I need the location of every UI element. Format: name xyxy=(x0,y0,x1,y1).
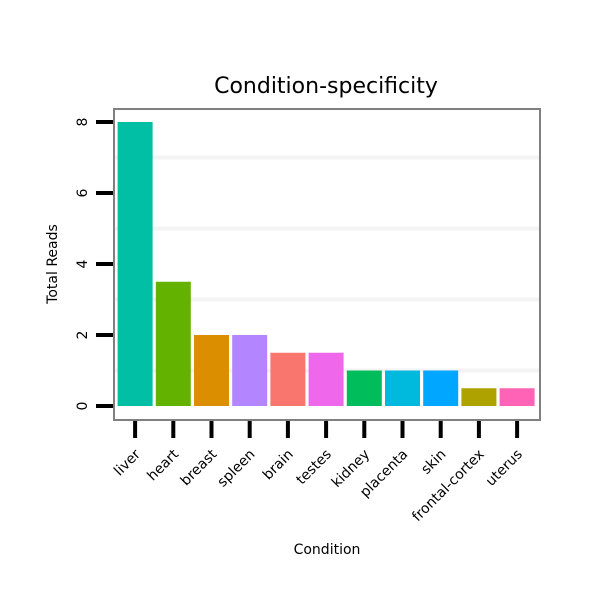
y-tick-label: 2 xyxy=(75,331,91,340)
x-tick-label: spleen xyxy=(215,447,259,491)
x-tick-label: brain xyxy=(260,447,297,484)
chart-title: Condition-specificity xyxy=(214,74,438,99)
bar xyxy=(194,335,229,406)
y-axis: 0 2 4 6 8 xyxy=(75,118,113,411)
bar xyxy=(499,388,535,406)
bars xyxy=(117,122,535,406)
x-tick-label: breast xyxy=(178,446,221,489)
y-tick-label: 6 xyxy=(75,188,91,197)
bar xyxy=(155,281,191,406)
x-tick-label: heart xyxy=(144,446,182,484)
bar xyxy=(461,388,497,406)
bar xyxy=(270,352,306,406)
bar xyxy=(308,352,344,406)
y-tick-label: 4 xyxy=(75,259,91,268)
bar xyxy=(232,335,268,406)
x-tick-label: testes xyxy=(293,447,335,489)
y-tick-label: 0 xyxy=(75,402,91,411)
x-tick-label: uterus xyxy=(483,447,526,490)
x-tick-label: liver xyxy=(111,446,144,479)
x-axis-title: Condition xyxy=(294,542,361,558)
x-tick-label: skin xyxy=(418,447,449,478)
bar xyxy=(117,122,153,406)
bar xyxy=(423,370,459,406)
y-tick-label: 8 xyxy=(75,118,91,127)
bar xyxy=(346,370,382,406)
y-axis-title: Total Reads xyxy=(45,224,61,305)
bar xyxy=(385,370,420,406)
plot-frame xyxy=(113,108,541,421)
